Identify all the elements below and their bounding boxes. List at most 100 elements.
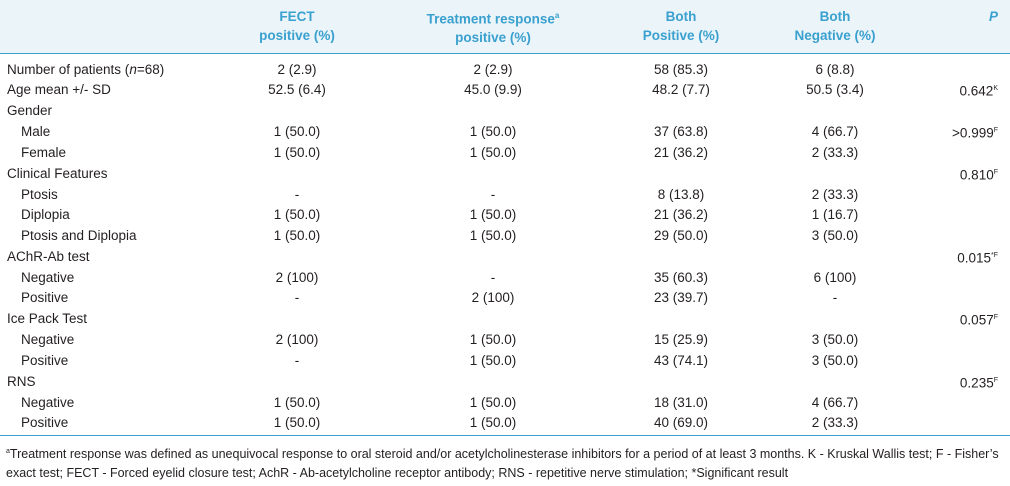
cell-both-positive: 40 (69.0) [598, 412, 764, 436]
cell-fect: 1 (50.0) [273, 227, 321, 243]
cell-p-value [906, 330, 1010, 351]
cell-both-positive: 21 (36.2) [653, 207, 709, 223]
column-header-line: positive (%) [455, 30, 531, 45]
column-header-line: Treatment response [426, 11, 555, 26]
row-label: Ice Pack Test [7, 311, 88, 327]
cell-both-negative: 2 (33.3) [811, 144, 859, 160]
row-label: Gender [7, 102, 53, 118]
cell-treat: - [490, 186, 496, 202]
p-value-test-marker: *F [991, 251, 998, 259]
cell-both-negative: 1 (16.7) [811, 207, 859, 223]
cell-both-positive: 18 (31.0) [653, 394, 709, 410]
cell-fect [206, 246, 388, 268]
cell-both-positive: 21 (36.2) [653, 144, 709, 160]
table-row: Diplopia 1 (50.0) 1 (50.0) 21 (36.2) 1 (16.7… [0, 205, 1010, 226]
column-header-line: Both [665, 9, 697, 25]
cell-both-negative: 4 (66.7) [811, 123, 859, 139]
cell-fect: 1 (50.0) [206, 412, 388, 436]
cell-fect: 2 (100) [275, 269, 319, 285]
cell-fect: 1 (50.0) [273, 394, 321, 410]
cell-both-positive: 15 (25.9) [653, 332, 709, 348]
table-row: Negative 2 (100) 1 (50.0) 15 (25.9) 3 (50.0) [0, 330, 1010, 351]
column-header-p: P [906, 0, 1010, 54]
header-superscript: a [554, 10, 560, 20]
cell-both-negative: 6 (8.8) [815, 61, 855, 77]
cell-fect: 1 (50.0) [273, 144, 321, 160]
row-label: Positive [21, 290, 69, 306]
cell-fect: 2 (2.9) [277, 61, 317, 77]
footnote-text: Treatment response was defined as unequi… [6, 446, 999, 480]
cell-p-value [906, 53, 1010, 79]
cell-treat: 45.0 (9.9) [464, 81, 522, 97]
cell-both-positive: 48.2 (7.7) [652, 81, 710, 97]
cell-fect: 1 (50.0) [273, 207, 321, 223]
row-label: Number of patients (n=68) [0, 53, 206, 79]
table-row: Positive - 1 (50.0) 43 (74.1) 3 (50.0) [0, 350, 1010, 371]
table-row: Male 1 (50.0) 1 (50.0) 37 (63.8) 4 (66.7) >0.… [0, 121, 1010, 143]
table-body: Number of patients (n=68) 2 (2.9) 2 (2.9) 5… [0, 53, 1010, 436]
cell-treat: 1 (50.0) [469, 144, 517, 160]
cell-both-positive [598, 371, 764, 393]
cell-both-negative [764, 246, 906, 268]
row-label-part: =68) [136, 61, 165, 77]
p-value-test-marker: F [993, 376, 998, 384]
cell-p-value [906, 142, 1010, 163]
cell-both-negative: 3 (50.0) [811, 352, 859, 368]
cell-both-negative: 2 (33.3) [811, 186, 859, 202]
table-group-row: Gender [0, 100, 1010, 121]
table-row: Positive - 2 (100) 23 (39.7) - [0, 288, 1010, 309]
table-row: Negative 2 (100) - 35 (60.3) 6 (100) [0, 267, 1010, 288]
row-label: Age mean +/- SD [7, 81, 111, 97]
table-row: Ptosis - - 8 (13.8) 2 (33.3) [0, 184, 1010, 205]
results-table: FECT positive (%) Treatment responsea posit… [0, 0, 1010, 436]
row-label: Clinical Features [7, 165, 108, 181]
cell-p-value [906, 225, 1010, 246]
row-label: RNS [7, 373, 36, 389]
cell-treat: 1 (50.0) [469, 123, 517, 139]
cell-fect [206, 308, 388, 330]
column-header-both_neg: Both Negative (%) [764, 0, 906, 54]
cell-treat [388, 246, 598, 268]
cell-both-negative [764, 308, 906, 330]
cell-treat: 1 (50.0) [469, 207, 517, 223]
p-value: 0.642 [959, 83, 994, 98]
p-value-test-marker: F [993, 168, 998, 176]
cell-p-value: >0.999F [906, 121, 1010, 143]
cell-treat: 2 (100) [471, 290, 515, 306]
cell-both-negative: 50.5 (3.4) [806, 81, 864, 97]
cell-p-value [906, 350, 1010, 371]
cell-both-negative [764, 163, 906, 185]
cell-treat: 1 (50.0) [469, 394, 517, 410]
row-label: Positive [0, 412, 206, 436]
cell-both-positive: 23 (39.7) [653, 290, 709, 306]
table-group-row: Clinical Features 0.810F [0, 163, 1010, 185]
row-label: Male [21, 123, 51, 139]
row-label: Ptosis and Diplopia [21, 227, 137, 243]
column-header-label [0, 0, 206, 54]
cell-both-negative: 6 (100) [813, 269, 857, 285]
cell-both-positive: 37 (63.8) [653, 123, 709, 139]
table-footnote: aTreatment response was defined as unequ… [0, 436, 1010, 483]
cell-p-value: 0.642K [906, 79, 1010, 101]
cell-treat [388, 308, 598, 330]
cell-both-negative [764, 371, 906, 393]
cell-p-value: 0.810F [906, 163, 1010, 185]
row-label: Diplopia [21, 207, 70, 223]
cell-both-positive: 43 (74.1) [653, 352, 709, 368]
cell-both-negative: 4 (66.7) [811, 394, 859, 410]
cell-treat [388, 163, 598, 185]
p-value-test-marker: F [993, 314, 998, 321]
cell-p-value [906, 412, 1010, 436]
row-label: Female [21, 144, 67, 160]
row-label: AChR-Ab test [7, 248, 90, 264]
cell-both-negative: 3 (50.0) [811, 332, 859, 348]
cell-p-value: 0.015*F [906, 246, 1010, 268]
cell-both-negative [764, 100, 906, 121]
cell-both-positive [598, 246, 764, 268]
column-header-both_pos: Both Positive (%) [598, 0, 764, 54]
p-value: 0.810 [959, 167, 994, 182]
cell-treat: 1 (50.0) [469, 227, 517, 243]
p-value-test-marker: K [993, 84, 998, 92]
table-header-row: FECT positive (%) Treatment responsea posit… [0, 0, 1010, 54]
cell-treat: 1 (50.0) [469, 352, 517, 368]
